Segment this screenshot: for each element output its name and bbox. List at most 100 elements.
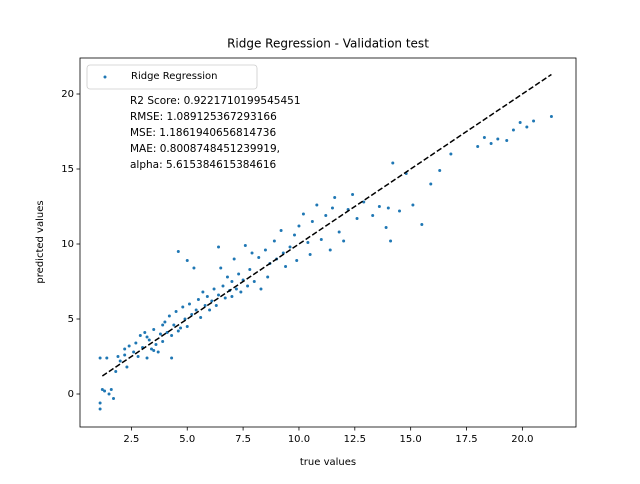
plot-area [98,115,553,411]
annotation-line: alpha: 5.615384615384616 [130,159,277,171]
scatter-point [179,326,183,330]
scatter-point [284,265,288,268]
scatter-point [138,334,142,337]
scatter-point [143,331,147,334]
scatter-point [386,206,390,210]
scatter-point [532,119,536,123]
x-tick-label: 2.5 [123,434,139,445]
scatter-point [167,314,171,318]
scatter-point [288,245,292,249]
annotation-line: MAE: 0.8008748451239919, [130,143,280,155]
scatter-point [351,193,355,196]
scatter-point [225,275,229,279]
scatter-point [272,239,276,243]
scatter-point [310,220,314,223]
scatter-point [279,229,283,232]
scatter-point [170,334,174,337]
scatter-point [125,365,129,369]
scatter-point [174,310,178,313]
scatter-point [371,214,375,217]
scatter-point [449,152,453,156]
scatter-point [145,356,149,360]
scatter-point [98,356,102,360]
scatter-point [292,233,296,237]
y-tick-label: 0 [68,389,74,400]
legend-label: Ridge Regression [131,71,217,82]
scatter-point [263,248,267,252]
scatter-point [223,296,227,300]
scatter-point [248,268,252,271]
scatter-point [185,259,189,262]
legend-marker [103,75,107,79]
scatter-point [259,287,263,291]
scatter-point [219,266,223,270]
scatter-point [201,290,205,294]
scatter-point [252,280,256,283]
scatter-point [98,407,102,411]
scatter-point [355,217,359,220]
scatter-point [389,239,393,243]
scatter-point [154,343,158,346]
scatter-point [246,284,250,288]
scatter-point [192,266,196,270]
scatter-point [234,287,238,291]
scatter-point [107,392,111,396]
scatter-point [438,169,442,172]
scatter-point [181,305,185,309]
scatter-point [145,335,149,339]
scatter-point [136,355,140,358]
scatter-point [127,344,131,348]
scatter-point [172,323,176,327]
y-tick-label: 20 [61,89,74,100]
scatter-point [239,290,243,294]
scatter-point [411,203,415,207]
scatter-point [230,295,234,298]
scatter-point [237,272,241,276]
x-tick-label: 5.0 [179,434,195,445]
scatter-point [152,328,156,331]
x-tick-label: 15.0 [400,434,422,445]
scatter-point [384,226,388,229]
scatter-point [116,355,120,358]
reference-line [101,73,552,377]
scatter-point [185,325,189,328]
scatter-point [123,353,127,357]
scatter-point [109,388,113,391]
chart-title: Ridge Regression - Validation test [227,37,429,51]
scatter-point [194,308,198,312]
x-tick-label: 7.5 [235,434,251,445]
annotation-line: RMSE: 1.089125367293166 [130,111,277,123]
scatter-point [518,121,522,124]
scatter-point [105,356,109,360]
scatter-point [114,370,118,373]
scatter-point [505,139,509,142]
scatter-point [397,209,401,213]
scatter-point [315,203,319,207]
scatter-point [377,205,381,208]
x-tick-label: 17.5 [455,434,477,445]
annotation-line: MSE: 1.1861940656814736 [130,127,276,139]
scatter-point [266,275,270,279]
scatter-point [221,284,225,288]
scatter-point [297,224,301,228]
scatter-point [199,316,203,319]
scatter-point [295,259,299,262]
scatter-point [208,308,212,312]
scatter-point [429,182,433,186]
scatter-point [190,313,194,316]
scatter-point [342,239,346,243]
scatter-point [176,329,180,333]
scatter-point [482,136,486,139]
scatter-point [337,230,341,234]
scatter-point [324,214,328,217]
scatter-point [250,251,254,255]
scatter-point [333,196,337,199]
scatter-point [217,293,221,297]
scatter-point [230,280,234,283]
scatter-point [214,304,218,307]
scatter-point [196,298,200,301]
scatter-point [103,389,107,393]
scatter-point [243,244,247,247]
scatter-point [170,356,174,360]
